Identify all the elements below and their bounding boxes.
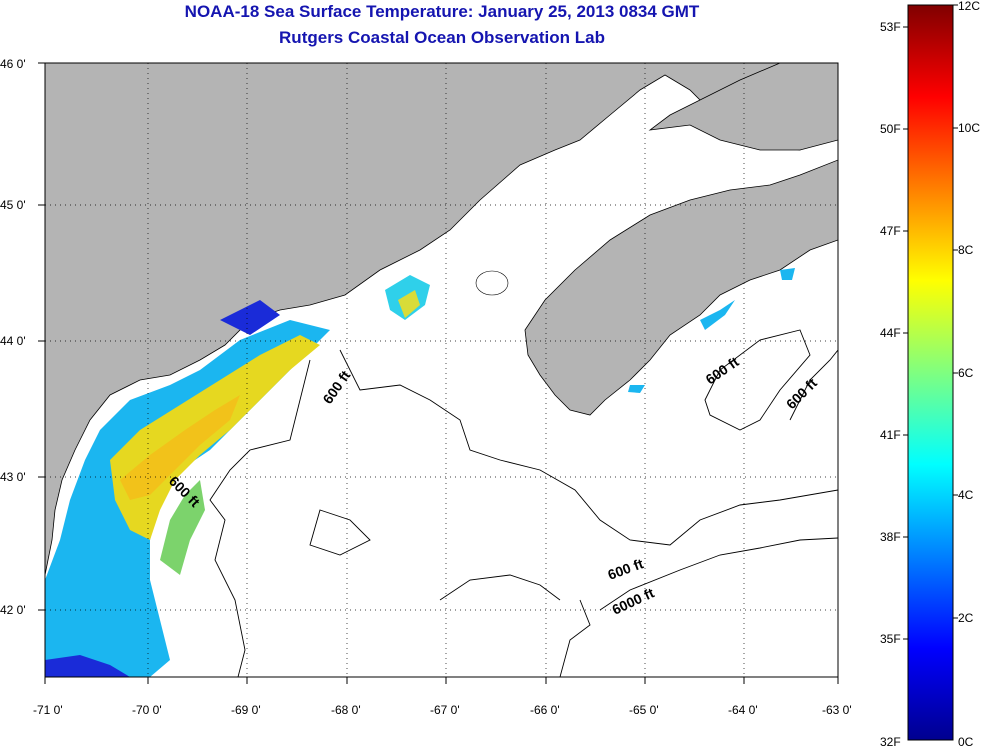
colorbar-c-label: 4C: [958, 488, 974, 502]
lon-label: -68 0': [331, 703, 361, 717]
longitude-labels: -71 0' -70 0' -69 0' -68 0' -67 0' -66 0…: [33, 703, 852, 717]
lat-label: 42 0': [0, 603, 26, 617]
lat-label: 43 0': [0, 470, 26, 484]
lat-label: 45 0': [0, 198, 26, 212]
depth-contours: [209, 329, 838, 677]
land-nova-scotia: [524, 159, 838, 416]
lon-label: -70 0': [132, 703, 162, 717]
colorbar-f-label: 32F: [880, 735, 901, 749]
land-new-brunswick: [648, 63, 838, 151]
lat-label: 44 0': [0, 334, 26, 348]
sst-data: [45, 268, 795, 677]
temperature-colorbar: 53F 50F 47F 44F 41F 38F 35F 32F 12C 10C …: [880, 0, 980, 749]
map-subtitle: Rutgers Coastal Ocean Observation Lab: [279, 28, 605, 47]
colorbar-c-label: 0C: [958, 735, 974, 749]
colorbar-f-label: 53F: [880, 20, 901, 34]
colorbar-c-label: 12C: [958, 0, 980, 13]
colorbar-f-label: 41F: [880, 428, 901, 442]
axis-ticks: [38, 62, 839, 684]
colorbar-f-label: 35F: [880, 632, 901, 646]
colorbar-c-label: 6C: [958, 366, 974, 380]
lon-label: -64 0': [728, 703, 758, 717]
lat-label: 46 0': [0, 57, 26, 71]
island-grand-manan: [475, 270, 509, 296]
lon-label: -63 0': [822, 703, 852, 717]
lon-label: -67 0': [430, 703, 460, 717]
lon-label: -66 0': [530, 703, 560, 717]
colorbar-c-label: 10C: [958, 121, 980, 135]
colorbar-f-label: 44F: [880, 326, 901, 340]
latitude-labels: 46 0' 45 0' 44 0' 43 0' 42 0': [0, 57, 26, 617]
colorbar-gradient: [907, 4, 954, 741]
colorbar-f-label: 50F: [880, 122, 901, 136]
colorbar-c-label: 8C: [958, 243, 974, 257]
map-title: NOAA-18 Sea Surface Temperature: January…: [184, 2, 700, 21]
lon-label: -65 0': [629, 703, 659, 717]
graticule: [45, 63, 838, 677]
colorbar-c-label: 2C: [958, 611, 974, 625]
lon-label: -71 0': [33, 703, 63, 717]
lon-label: -69 0': [231, 703, 261, 717]
colorbar-f-label: 38F: [880, 530, 901, 544]
colorbar-f-label: 47F: [880, 224, 901, 238]
map-frame: [44, 62, 839, 678]
